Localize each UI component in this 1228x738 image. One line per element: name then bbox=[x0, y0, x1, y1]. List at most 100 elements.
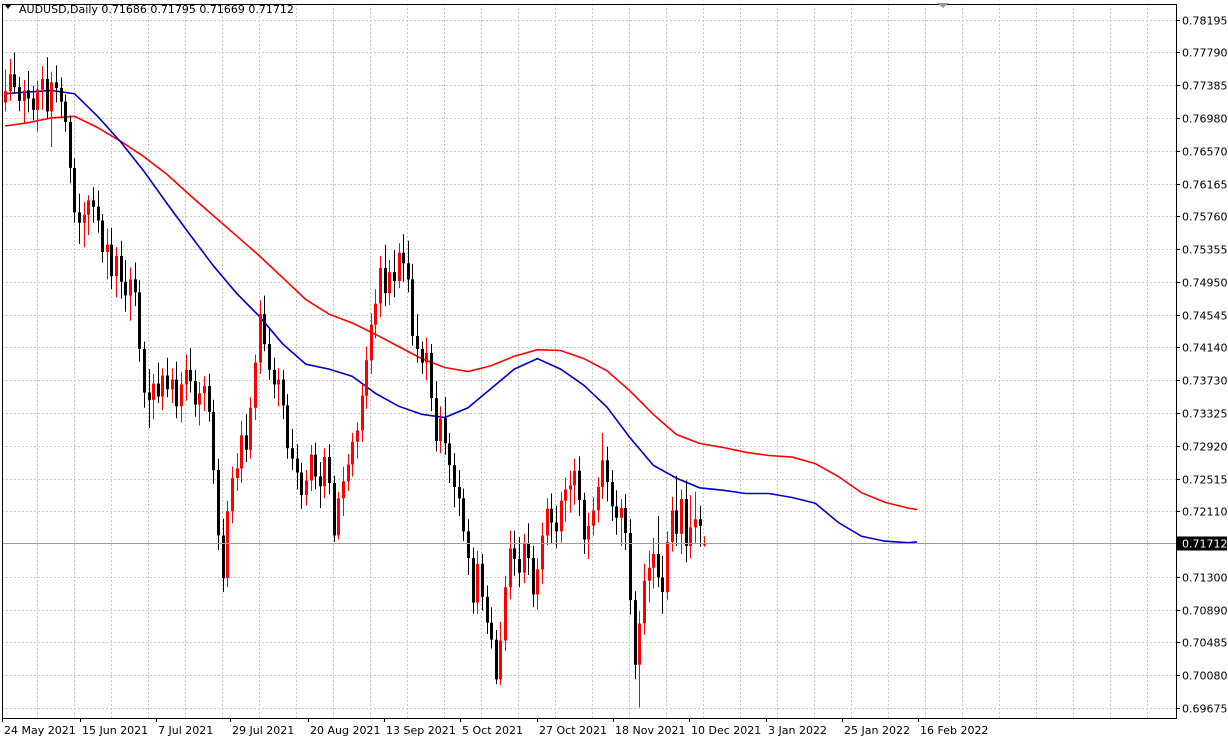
candle bbox=[208, 373, 211, 422]
candle-body bbox=[550, 508, 553, 523]
current-price-line: 0.71712 bbox=[2, 536, 1228, 551]
candle bbox=[282, 369, 285, 420]
symbol-info: AUDUSD,Daily 0.71686 0.71795 0.71669 0.7… bbox=[19, 3, 294, 16]
candle bbox=[379, 256, 382, 318]
candle-body bbox=[370, 324, 373, 361]
candle bbox=[203, 376, 206, 412]
candle bbox=[675, 475, 678, 546]
candle bbox=[55, 65, 58, 103]
candle bbox=[402, 234, 405, 282]
candle bbox=[606, 446, 609, 502]
x-tick-label: 15 Jun 2021 bbox=[82, 724, 148, 737]
candle bbox=[310, 445, 313, 491]
candle-body bbox=[393, 272, 396, 282]
candle-body bbox=[328, 457, 331, 483]
candle-body bbox=[518, 558, 521, 573]
dropdown-triangle-icon[interactable] bbox=[5, 5, 11, 9]
candle-body bbox=[314, 454, 317, 477]
candle bbox=[323, 448, 326, 499]
candle-body bbox=[337, 498, 340, 536]
candle bbox=[601, 432, 604, 500]
candle-body bbox=[236, 468, 239, 479]
candle-body bbox=[504, 587, 507, 641]
candle-body bbox=[379, 268, 382, 304]
x-tick-label: 18 Nov 2021 bbox=[615, 724, 685, 737]
candle-body bbox=[541, 535, 544, 570]
candle-body bbox=[509, 548, 512, 588]
candle bbox=[448, 432, 451, 483]
candle bbox=[124, 260, 127, 312]
candle-body bbox=[180, 384, 183, 407]
candle-body bbox=[560, 500, 563, 532]
candle bbox=[620, 499, 623, 546]
candle bbox=[342, 466, 345, 517]
candle-body bbox=[268, 344, 271, 370]
x-tick-label: 10 Dec 2021 bbox=[691, 724, 761, 737]
candle-body bbox=[249, 407, 252, 450]
candle-body bbox=[55, 82, 58, 88]
candle-body bbox=[222, 535, 225, 579]
candle bbox=[592, 497, 595, 536]
y-tick-label: 0.74140 bbox=[1182, 342, 1228, 355]
candle-body bbox=[564, 489, 567, 501]
shift-marker-icon[interactable] bbox=[937, 3, 949, 8]
candle bbox=[416, 314, 419, 363]
candle bbox=[300, 462, 303, 509]
candle-body bbox=[523, 543, 526, 573]
candle bbox=[143, 341, 146, 408]
candle-body bbox=[106, 244, 109, 252]
candle bbox=[175, 361, 178, 419]
candle bbox=[36, 80, 39, 132]
candle bbox=[23, 79, 26, 123]
y-tick-label: 0.70890 bbox=[1182, 605, 1228, 618]
candle-body bbox=[152, 383, 155, 400]
candle-body bbox=[259, 314, 262, 363]
candle bbox=[69, 115, 72, 184]
candle bbox=[671, 496, 674, 552]
candle-body bbox=[384, 268, 387, 294]
candle-body bbox=[138, 292, 141, 349]
y-tick-label: 0.74950 bbox=[1182, 277, 1228, 290]
candle bbox=[564, 477, 567, 522]
candle bbox=[32, 85, 35, 121]
candle bbox=[198, 382, 201, 426]
candle bbox=[83, 201, 86, 248]
y-tick-label: 0.73730 bbox=[1182, 375, 1228, 388]
current-price-tag bbox=[1177, 536, 1227, 551]
candle bbox=[476, 550, 479, 614]
candle bbox=[171, 368, 174, 403]
candle-body bbox=[671, 510, 674, 542]
candle bbox=[268, 328, 271, 380]
candle bbox=[296, 444, 299, 490]
candle-body bbox=[657, 554, 660, 578]
candle bbox=[212, 399, 215, 484]
candle-body bbox=[620, 508, 623, 518]
candle-body bbox=[245, 435, 248, 450]
candle-body bbox=[629, 533, 632, 600]
candle-body bbox=[527, 543, 530, 558]
candle bbox=[134, 262, 137, 307]
candle bbox=[189, 348, 192, 393]
candle-body bbox=[83, 214, 86, 223]
candle bbox=[569, 470, 572, 513]
candle bbox=[240, 420, 243, 483]
candle bbox=[407, 240, 410, 293]
candle-body bbox=[699, 519, 702, 526]
candle-body bbox=[277, 379, 280, 385]
candle bbox=[578, 456, 581, 517]
x-tick-label: 24 May 2021 bbox=[4, 724, 76, 737]
candle-body bbox=[689, 527, 692, 546]
candle-body bbox=[231, 478, 234, 512]
candle bbox=[638, 611, 641, 708]
candle bbox=[64, 94, 67, 132]
candle-body bbox=[212, 411, 215, 471]
candle-body bbox=[175, 379, 178, 407]
candle bbox=[101, 214, 104, 263]
candle bbox=[648, 550, 651, 603]
candle-body bbox=[476, 563, 479, 603]
moving-average-fast-line bbox=[4, 89, 918, 544]
candle bbox=[398, 243, 401, 289]
candle-body bbox=[185, 369, 188, 385]
candle bbox=[4, 69, 7, 112]
